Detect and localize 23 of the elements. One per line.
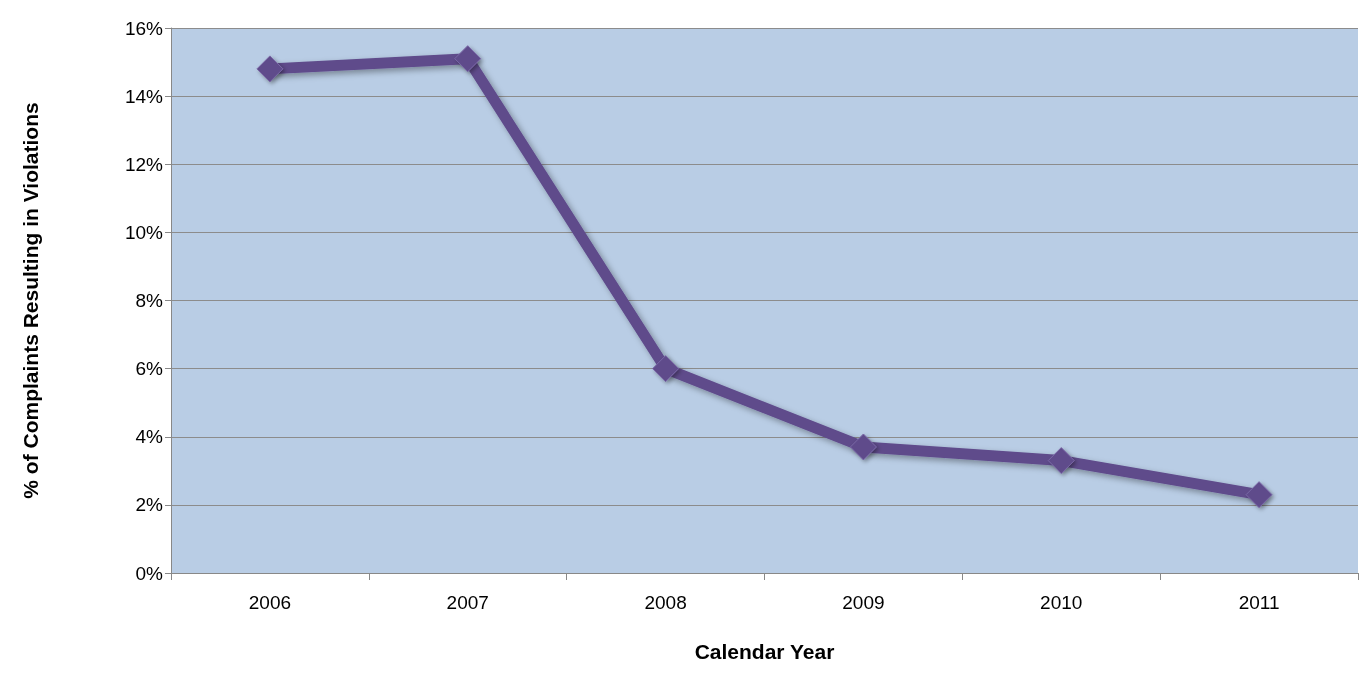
point — [454, 45, 482, 73]
y-tick-label: 8% — [135, 290, 164, 311]
point — [849, 433, 877, 461]
x-tick-label: 2009 — [842, 592, 885, 613]
y-tick-label: 16% — [124, 17, 164, 39]
x-tick-label: 2011 — [1238, 592, 1280, 613]
y-tick-label: 12% — [124, 153, 164, 175]
x-axis-title: Calendar Year — [694, 640, 835, 663]
y-tick-label: 0% — [135, 562, 164, 584]
point — [1047, 447, 1075, 475]
point — [256, 55, 284, 83]
y-tick-label: 10% — [124, 221, 164, 243]
point — [1245, 481, 1273, 509]
x-tick-label: 2008 — [644, 592, 687, 613]
y-tick-label: 14% — [124, 85, 164, 107]
x-tick-label: 2010 — [1040, 592, 1083, 613]
point — [652, 355, 680, 383]
y-axis-title: % of Complaints Resulting in Violations — [19, 102, 42, 499]
y-tick-label: 2% — [135, 494, 164, 516]
y-tick-label: 4% — [135, 426, 164, 448]
x-tick-label: 2007 — [446, 592, 489, 613]
x-tick-label: 2006 — [248, 592, 292, 613]
y-tick-label: 6% — [135, 358, 164, 380]
